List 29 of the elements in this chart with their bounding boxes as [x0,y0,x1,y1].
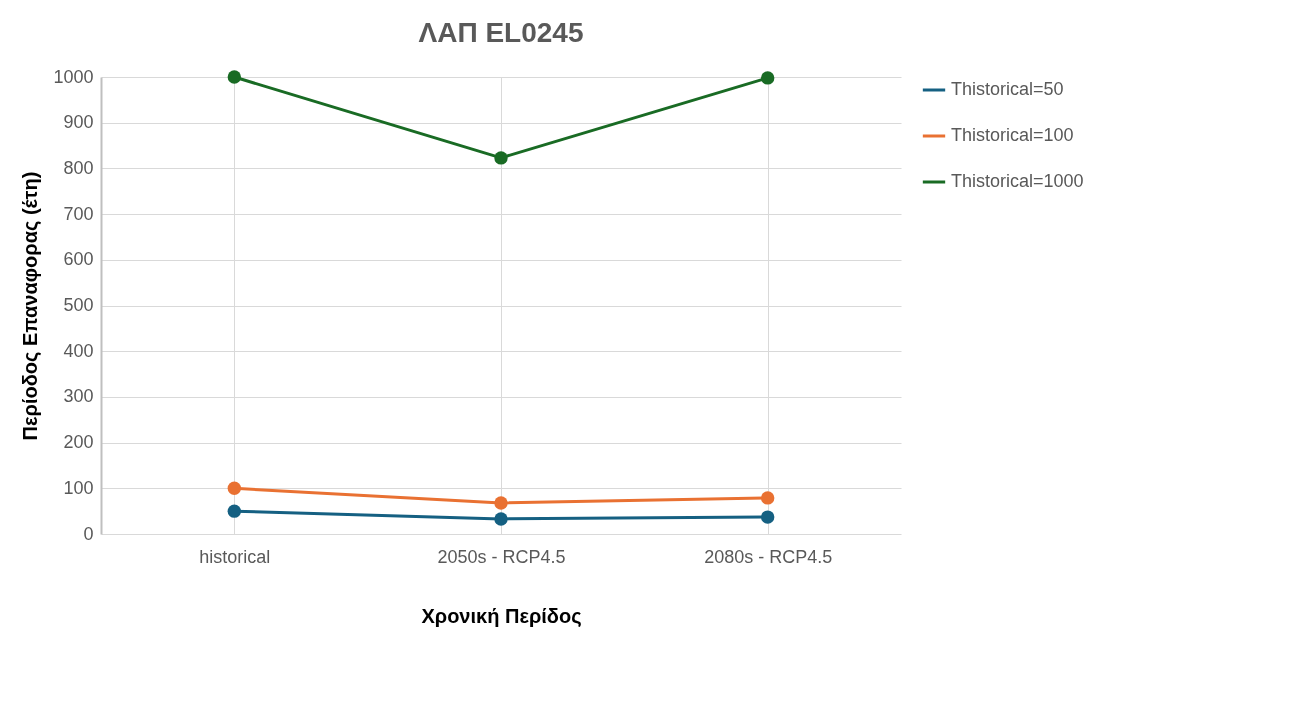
point [760,510,775,524]
legend-label: Thistorical=50 [951,79,1064,99]
point [227,504,242,518]
y-tick-label: 400 [63,340,94,361]
y-tick-label: 800 [63,157,94,178]
point [760,491,775,505]
point [494,496,508,510]
x-tick-label: historical [199,546,271,567]
y-tick-label: 1000 [53,66,94,87]
y-axis-title: Περίοδος Επαναφορας (έτη) [19,171,42,441]
y-tick-label: 600 [63,249,94,270]
legend-label: Thistorical=1000 [951,171,1084,191]
point [227,481,242,495]
point [760,71,775,85]
point [494,151,508,165]
x-tick-label: 2080s - RCP4.5 [704,546,833,567]
y-tick-label: 0 [83,523,94,544]
legend-label: Thistorical=100 [951,125,1074,145]
chart-title: ΛΑΠ EL0245 [418,17,584,48]
y-tick-label: 100 [63,477,94,498]
x-tick-label: 2050s - RCP4.5 [437,546,566,567]
y-tick-label: 500 [63,295,94,315]
y-tick-label: 900 [63,112,94,133]
y-tick-label: 700 [63,203,94,224]
x-axis-title: Χρονική Περίδος [421,604,582,627]
point [227,70,242,84]
point [494,512,508,526]
y-tick-label: 200 [63,432,94,453]
y-tick-label: 300 [63,386,94,407]
